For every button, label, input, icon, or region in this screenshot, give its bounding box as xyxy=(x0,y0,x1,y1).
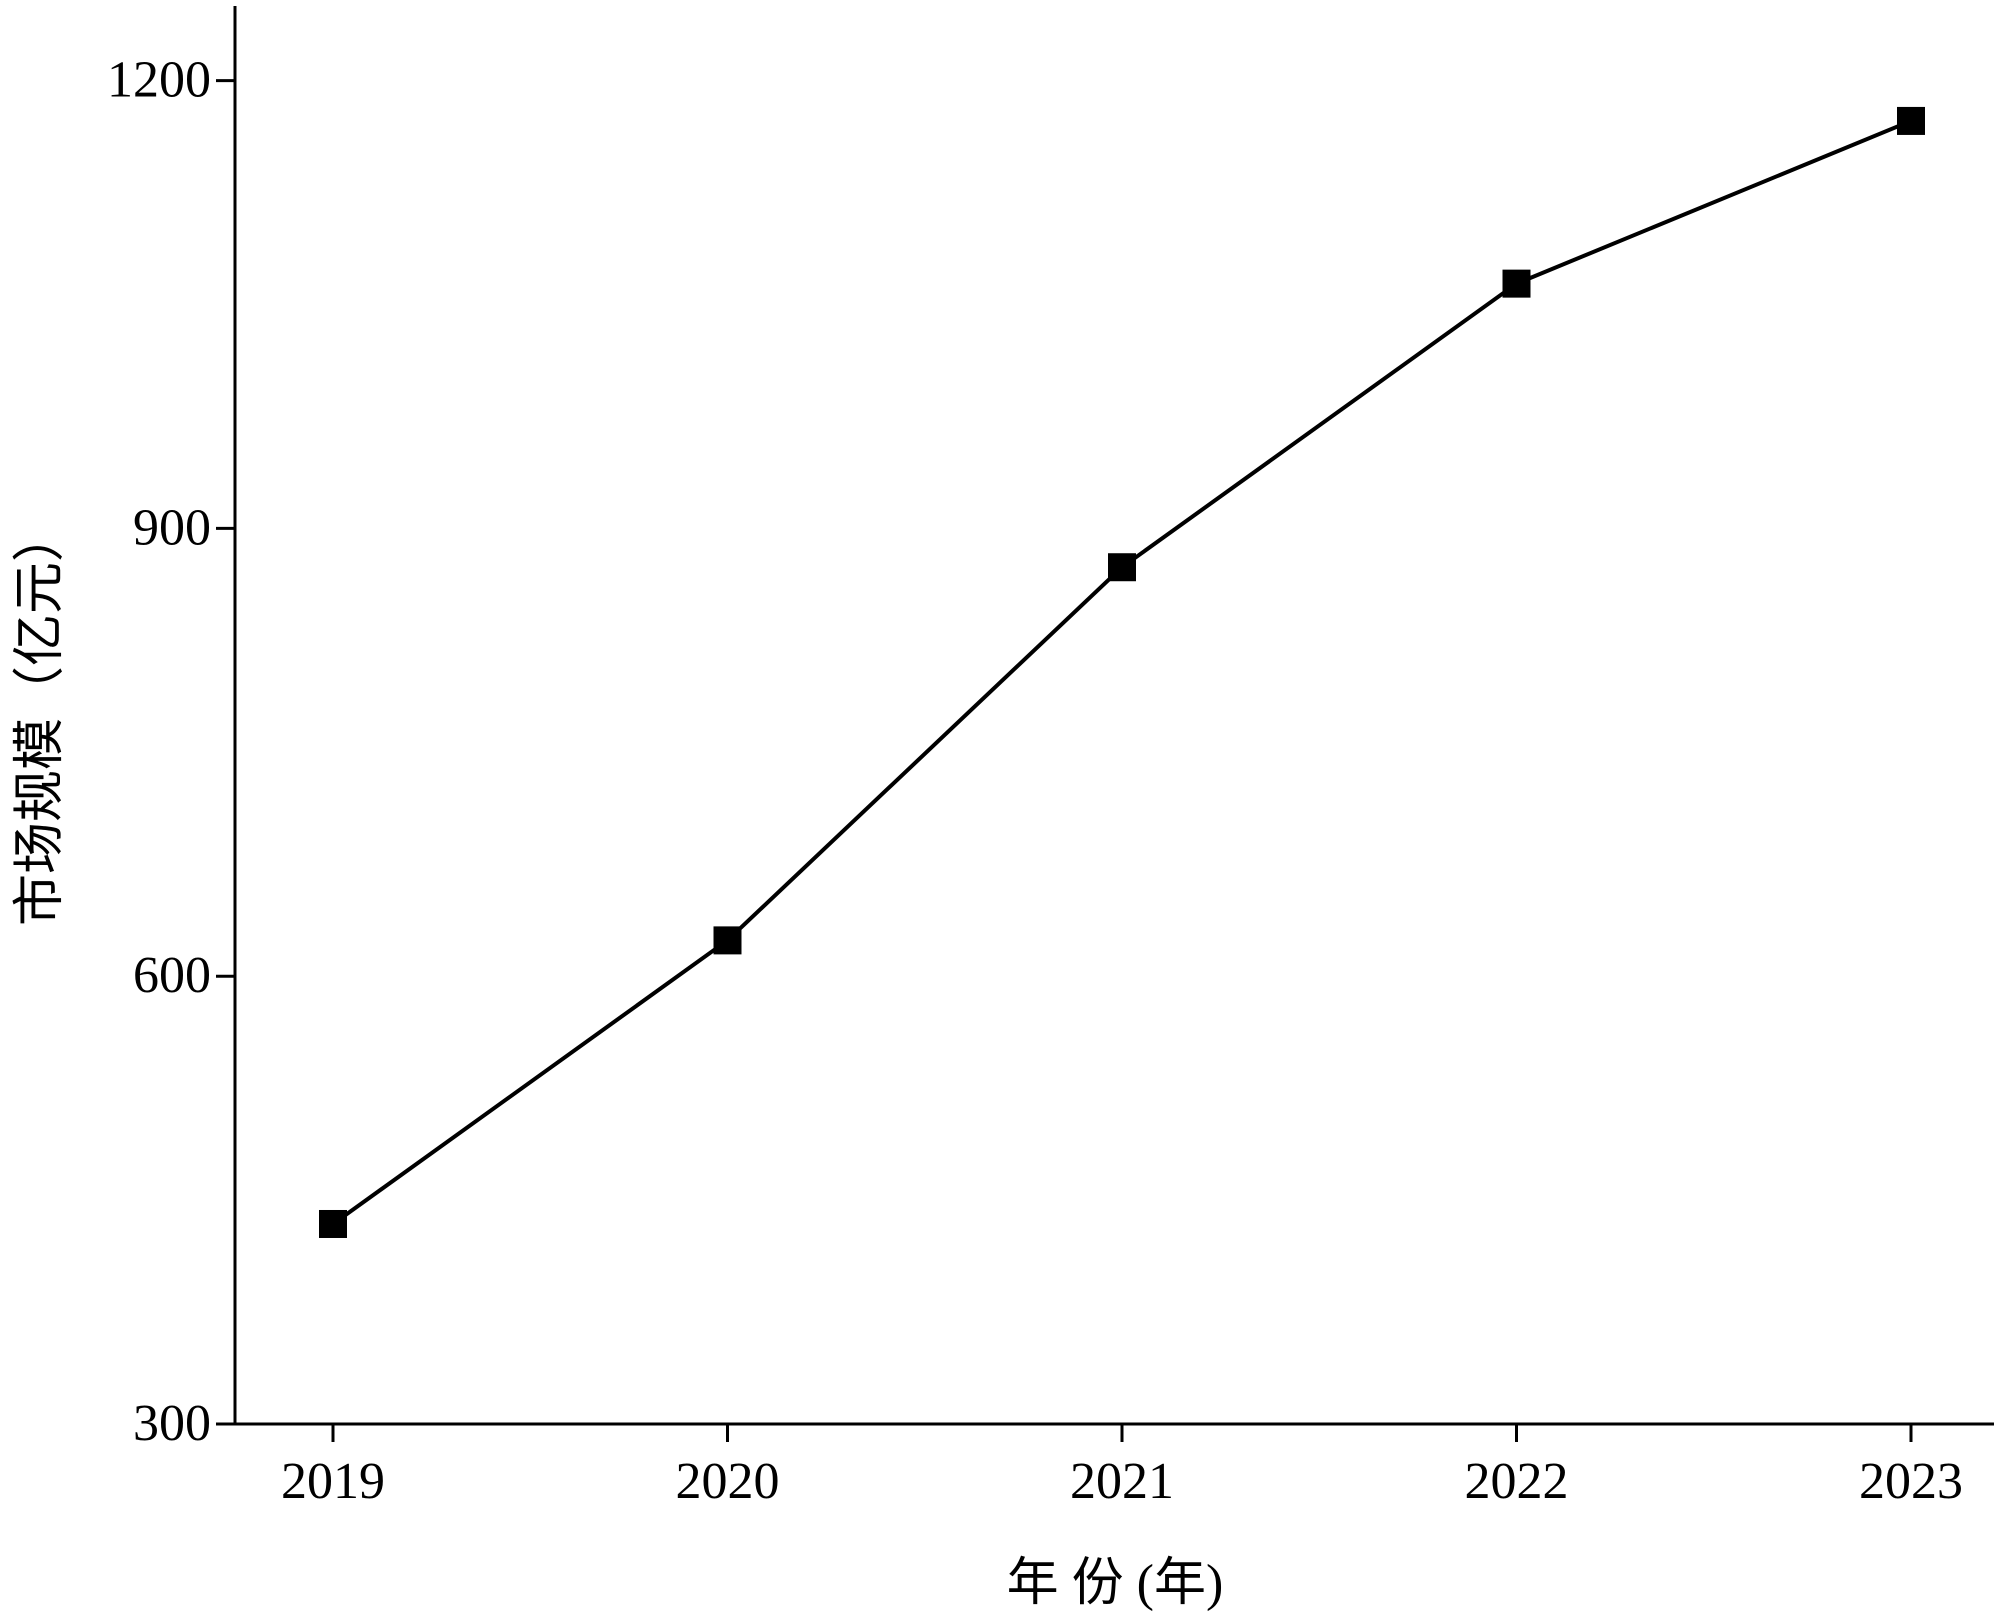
y-tick-label: 300 xyxy=(133,1395,211,1452)
x-tick-label: 2023 xyxy=(1859,1453,1963,1510)
x-axis-label: 年 份 (年) xyxy=(1007,1555,1224,1612)
y-tick-label: 900 xyxy=(133,499,211,556)
x-tick-label: 2019 xyxy=(281,1453,385,1510)
x-tick-label: 2022 xyxy=(1465,1453,1569,1510)
marker xyxy=(1897,106,1925,135)
marker xyxy=(1502,269,1531,298)
y-tick-label: 1200 xyxy=(107,52,211,109)
marker xyxy=(319,1209,347,1238)
x-tick-label: 2021 xyxy=(1070,1453,1174,1510)
marker xyxy=(1108,553,1136,582)
line xyxy=(331,119,1912,1226)
x-tick-label: 2020 xyxy=(676,1453,780,1510)
y-axis-label: 市场规模（亿元） xyxy=(12,510,69,926)
marker xyxy=(713,926,742,955)
y-tick-label: 600 xyxy=(133,947,211,1004)
